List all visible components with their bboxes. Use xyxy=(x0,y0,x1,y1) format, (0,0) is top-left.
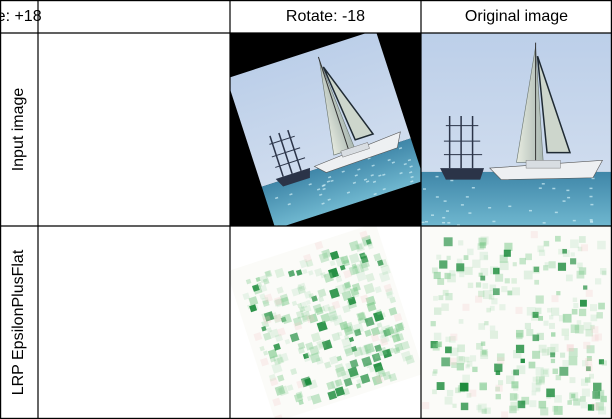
relevance-heatmap xyxy=(421,226,612,419)
column-header: Rotate: -18 xyxy=(286,8,365,25)
page: Rotate: -18 Original image Rotate: +18 Inpu… xyxy=(0,0,612,419)
row-label: Input image xyxy=(10,88,27,172)
relevance-heatmap xyxy=(227,221,433,419)
relevance-heatmap xyxy=(0,251,9,408)
column-header: Rotate: +18 xyxy=(0,8,42,25)
input-image xyxy=(227,30,425,229)
figure: Rotate: -18 Original image Rotate: +18 Inpu… xyxy=(0,0,612,419)
row-label: LRP EpsilonPlusFlat xyxy=(10,249,27,395)
column-header: Original image xyxy=(465,8,568,25)
input-image xyxy=(421,33,612,226)
